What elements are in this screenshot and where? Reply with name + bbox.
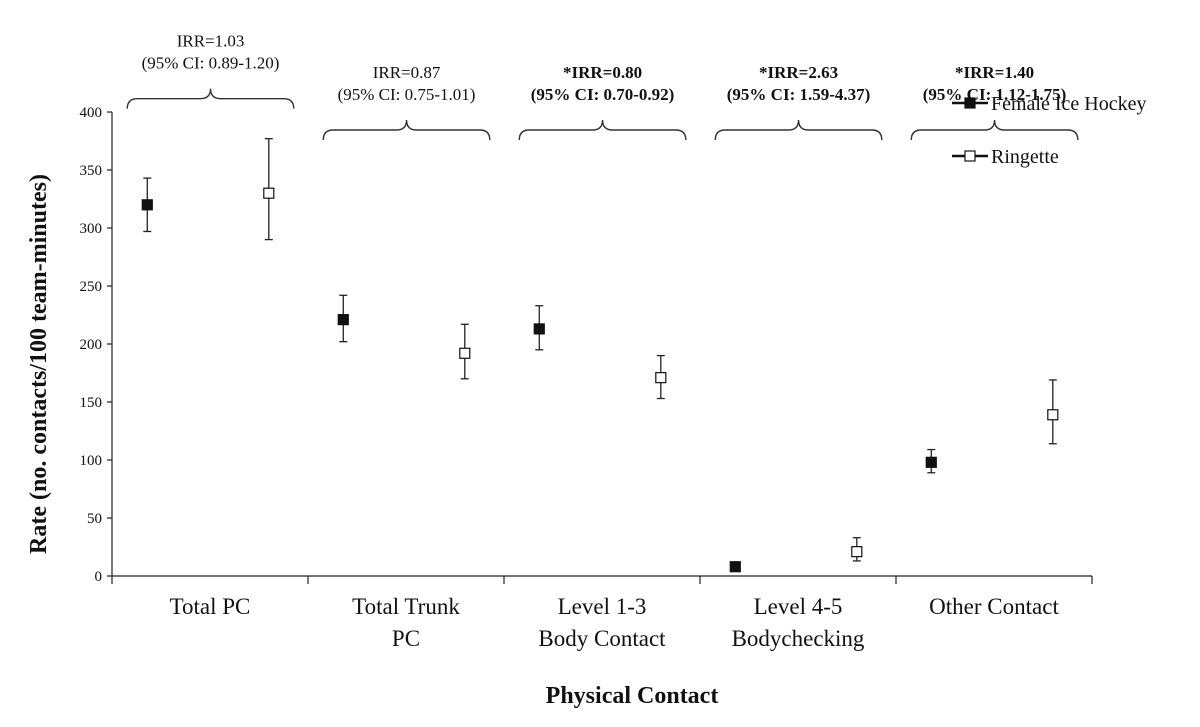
x-category-label: Level 1-3 Body Contact — [538, 594, 666, 651]
x-category-label-line: Total Trunk — [352, 594, 460, 619]
ci-label: (95% CI: 1.12-1.75) — [923, 85, 1067, 104]
ci-label: (95% CI: 1.59-4.37) — [727, 85, 871, 104]
x-category-label: Total Trunk PC — [352, 594, 460, 651]
legend: Female Ice Hockey Ringette — [952, 93, 1146, 168]
irr-label: *IRR=0.80 — [563, 63, 642, 82]
y-tick-label: 400 — [80, 105, 103, 121]
ci-label: (95% CI: 0.70-0.92) — [531, 85, 675, 104]
marker-ringette — [851, 546, 863, 558]
comparison-brace — [126, 88, 295, 109]
x-category-label-line: Total PC — [170, 594, 251, 619]
marker-ringette — [1047, 409, 1059, 421]
axes: 0 50 100 150 200 250 300 350 400 Total PC Total Tr… — [26, 105, 1093, 709]
comparison-brace — [518, 119, 687, 141]
legend-label: Female Ice Hockey — [991, 93, 1146, 115]
comparison-brace — [322, 119, 491, 141]
y-tick-label: 150 — [80, 395, 103, 411]
comparison-brace — [714, 119, 883, 141]
y-tick-label: 200 — [80, 337, 103, 353]
y-tick-label: 50 — [87, 511, 102, 527]
comparison-brace — [910, 119, 1079, 141]
x-category-label-line: Level 4-5 — [754, 594, 843, 619]
marker-ringette — [263, 187, 275, 199]
data-marks — [141, 138, 1059, 573]
x-category-label: Other Contact — [929, 594, 1059, 619]
legend-marker-filled — [964, 97, 976, 109]
y-tick-label: 100 — [80, 453, 103, 469]
x-category-label-line: Level 1-3 — [558, 594, 647, 619]
marker-ringette — [655, 372, 667, 384]
irr-label: IRR=0.87 — [373, 63, 441, 82]
irr-label: *IRR=1.40 — [955, 63, 1034, 82]
irr-label: *IRR=2.63 — [759, 63, 838, 82]
x-category-label-line: Body Contact — [538, 626, 666, 651]
y-axis-title: Rate (no. contacts/100 team-minutes) — [26, 174, 52, 554]
marker-female-ice-hockey — [533, 323, 545, 335]
legend-label: Ringette — [991, 146, 1059, 168]
x-category-label-line: Other Contact — [929, 594, 1059, 619]
marker-female-ice-hockey — [925, 456, 937, 468]
x-category-label-line: Bodychecking — [732, 626, 865, 651]
x-category-label: Total PC — [170, 594, 251, 619]
x-category-label-line: PC — [392, 626, 420, 651]
legend-marker-open — [964, 150, 976, 162]
ci-label: (95% CI: 0.89-1.20) — [142, 54, 280, 73]
annotations: IRR=1.03 (95% CI: 0.89-1.20) IRR=0.87 (95% … — [126, 32, 1079, 141]
y-tick-label: 250 — [80, 279, 103, 295]
y-tick-label: 0 — [95, 569, 103, 585]
ci-label: (95% CI: 0.75-1.01) — [338, 85, 476, 104]
marker-female-ice-hockey — [337, 314, 349, 326]
marker-female-ice-hockey — [729, 561, 741, 573]
marker-ringette — [459, 347, 471, 359]
x-category-label: Level 4-5 Bodychecking — [732, 594, 865, 651]
marker-female-ice-hockey — [141, 199, 153, 211]
y-tick-label: 350 — [80, 163, 103, 179]
y-tick-label: 300 — [80, 221, 103, 237]
x-axis-title: Physical Contact — [546, 683, 719, 709]
irr-label: IRR=1.03 — [177, 32, 245, 51]
